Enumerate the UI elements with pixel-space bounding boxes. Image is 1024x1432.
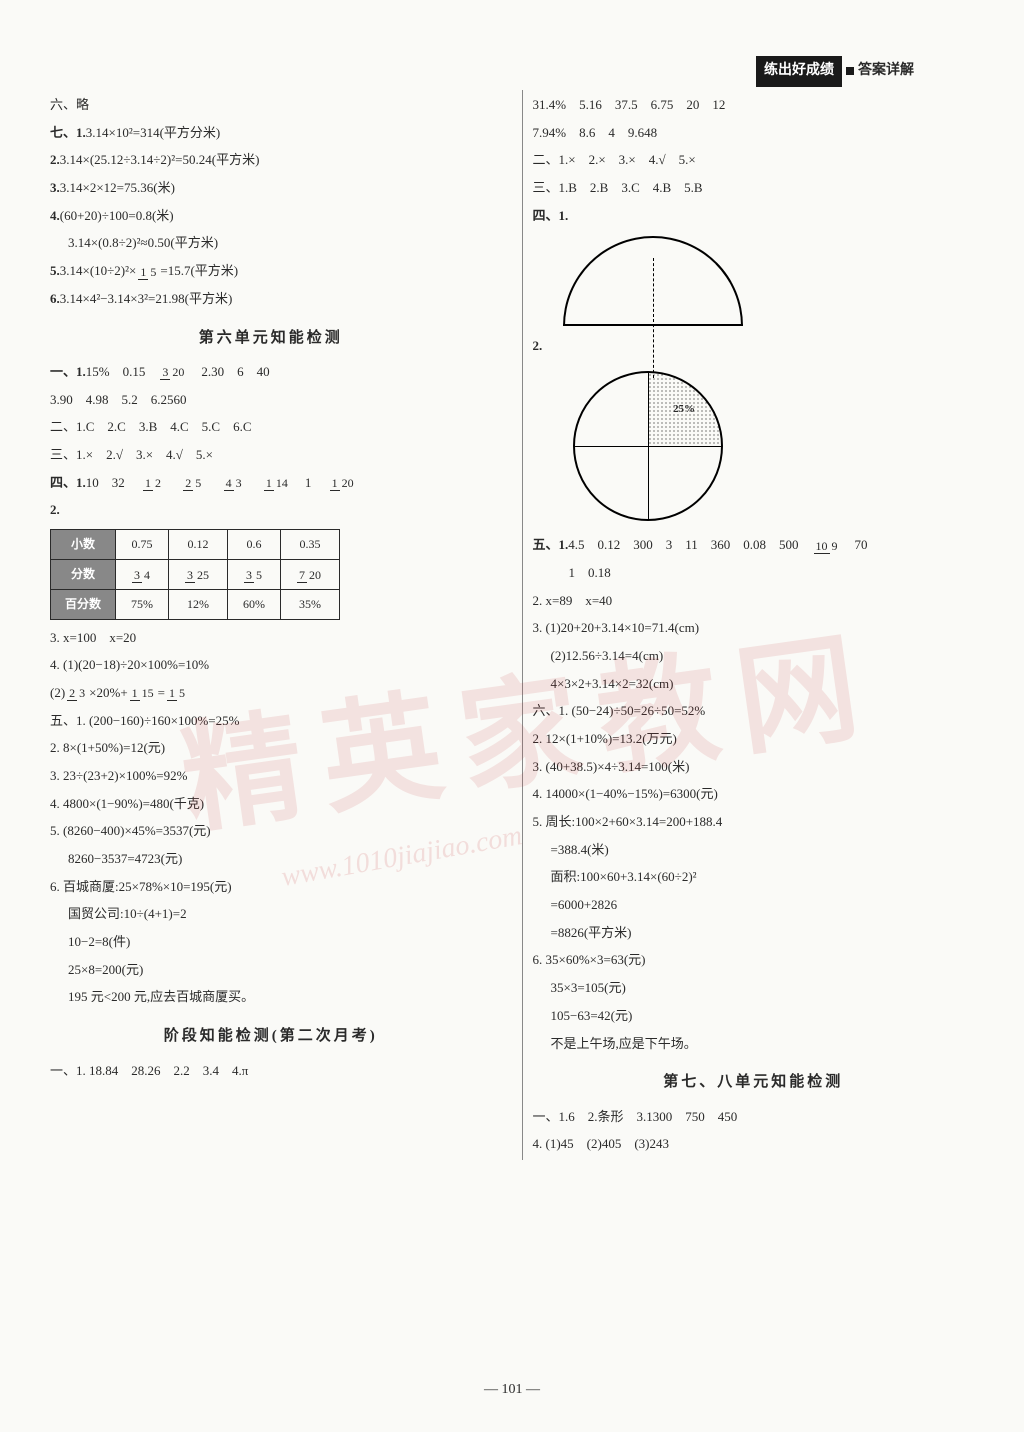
text-line: 4. 14000×(1−40%−15%)=6300(元) (533, 782, 975, 807)
left-column: 六、略 七、1.3.14×10²=314(平方分米) 2.3.14×(25.12… (50, 90, 502, 1160)
text-line: 三、1.× 2.√ 3.× 4.√ 5.× (50, 443, 492, 468)
text-line: 四、1. (533, 204, 975, 229)
table-header: 小数 (51, 530, 116, 560)
badge-sep (846, 67, 854, 75)
text-line: (2)12.56÷3.14=4(cm) (533, 644, 975, 669)
section-title: 第六单元知能检测 (50, 324, 492, 353)
text-line: 3. 23÷(23+2)×100%=92% (50, 764, 492, 789)
text-line: 3. (40+38.5)×4÷3.14=100(米) (533, 755, 975, 780)
text-line: =8826(平方米) (533, 921, 975, 946)
badge-text: 答案详解 (858, 58, 914, 85)
text-line: 3.90 4.98 5.2 6.2560 (50, 388, 492, 413)
text-line: 七、1.3.14×10²=314(平方分米) (50, 121, 492, 146)
table-cell: 0.35 (281, 530, 340, 560)
text-line: 4.(60+20)÷100=0.8(米) (50, 204, 492, 229)
pie-chart: 25% (573, 371, 723, 521)
semicircle-diagram (563, 236, 743, 326)
section-title: 阶段知能检测(第二次月考) (50, 1022, 492, 1051)
text-line: 五、1. (200−160)÷160×100%=25% (50, 709, 492, 734)
text-line: 六、1. (50−24)÷50=26÷50=52% (533, 699, 975, 724)
text-line: =6000+2826 (533, 893, 975, 918)
table-header: 百分数 (51, 589, 116, 619)
text-line: 105−63=42(元) (533, 1004, 975, 1029)
text-line: 2. 8×(1+50%)=12(元) (50, 736, 492, 761)
text-line: 4. 4800×(1−90%)=480(千克) (50, 792, 492, 817)
text-line: 3. x=100 x=20 (50, 626, 492, 651)
page-content: 六、略 七、1.3.14×10²=314(平方分米) 2.3.14×(25.12… (50, 90, 974, 1160)
table-cell: 35 (228, 559, 281, 589)
text-line: 三、1.B 2.B 3.C 4.B 5.B (533, 176, 975, 201)
table-cell: 0.12 (169, 530, 228, 560)
pie-slice: 25% (648, 373, 721, 446)
text-line: 六、略 (50, 93, 492, 118)
right-column: 31.4% 5.16 37.5 6.75 20 12 7.94% 8.6 4 9… (522, 90, 975, 1160)
section-title: 第七、八单元知能检测 (533, 1068, 975, 1097)
text-line: 2.3.14×(25.12÷3.14÷2)²=50.24(平方米) (50, 148, 492, 173)
text-line: 31.4% 5.16 37.5 6.75 20 12 (533, 93, 975, 118)
table-cell: 720 (281, 559, 340, 589)
text-line: (2)23×20%+115=15 (50, 681, 492, 706)
text-line: 35×3=105(元) (533, 976, 975, 1001)
text-line: 一、1. 18.84 28.26 2.2 3.4 4.π (50, 1059, 492, 1084)
table-cell: 75% (116, 589, 169, 619)
text-line: 4. (1)45 (2)405 (3)243 (533, 1132, 975, 1157)
text-line: 面积:100×60+3.14×(60÷2)² (533, 865, 975, 890)
text-line: 一、1.6 2.条形 3.1300 750 450 (533, 1105, 975, 1130)
text-line: 二、1.× 2.× 3.× 4.√ 5.× (533, 148, 975, 173)
text-line: 5. (8260−400)×45%=3537(元) (50, 819, 492, 844)
page-number: — 101 — (484, 1377, 540, 1404)
text-line: 四、1.10 32 12 25 43 114 1 120 (50, 471, 492, 496)
text-line: 3.14×(0.8÷2)²≈0.50(平方米) (50, 231, 492, 256)
table-cell: 60% (228, 589, 281, 619)
text-line: 5.3.14×(10÷2)²×15=15.7(平方米) (50, 259, 492, 284)
conversion-table: 小数0.750.120.60.35 分数 34 325 35 720 百分数75… (50, 529, 340, 619)
text-line: 2. 12×(1+10%)=13.2(万元) (533, 727, 975, 752)
text-line: 不是上午场,应是下午场。 (533, 1032, 975, 1057)
text-line: 6. 百城商厦:25×78%×10=195(元) (50, 875, 492, 900)
text-line: 10−2=8(件) (50, 930, 492, 955)
text-line: 5. 周长:100×2+60×3.14=200+188.4 (533, 810, 975, 835)
text-line: 6. 35×60%×3=63(元) (533, 948, 975, 973)
table-label: 2. (50, 498, 492, 523)
text-line: 一、1.15% 0.15 320 2.30 6 40 (50, 360, 492, 385)
text-line: =388.4(米) (533, 838, 975, 863)
text-line: 国贸公司:10÷(4+1)=2 (50, 902, 492, 927)
text-line: 25×8=200(元) (50, 958, 492, 983)
text-line: 195 元<200 元,应去百城商厦买。 (50, 985, 492, 1010)
text-line: 3. (1)20+20+3.14×10=71.4(cm) (533, 616, 975, 641)
text-line: 6.3.14×4²−3.14×3²=21.98(平方米) (50, 287, 492, 312)
text-line: 2. x=89 x=40 (533, 589, 975, 614)
text-line: 1 0.18 (533, 561, 975, 586)
table-header: 分数 (51, 559, 116, 589)
table-cell: 35% (281, 589, 340, 619)
text-line: 4. (1)(20−18)÷20×100%=10% (50, 653, 492, 678)
table-cell: 325 (169, 559, 228, 589)
table-cell: 0.6 (228, 530, 281, 560)
table-cell: 34 (116, 559, 169, 589)
text-line: 3.3.14×2×12=75.36(米) (50, 176, 492, 201)
text-line: 五、1.4.5 0.12 300 3 11 360 0.08 500 109 7… (533, 533, 975, 558)
text-line: 7.94% 8.6 4 9.648 (533, 121, 975, 146)
header-badge: 练出好成绩 答案详解 (756, 56, 914, 87)
table-cell: 12% (169, 589, 228, 619)
text-line: 二、1.C 2.C 3.B 4.C 5.C 6.C (50, 415, 492, 440)
badge-dark: 练出好成绩 (756, 56, 842, 87)
text-line: 8260−3537=4723(元) (50, 847, 492, 872)
table-cell: 0.75 (116, 530, 169, 560)
text-line: 4×3×2+3.14×2=32(cm) (533, 672, 975, 697)
text-line: 2. (533, 334, 975, 359)
